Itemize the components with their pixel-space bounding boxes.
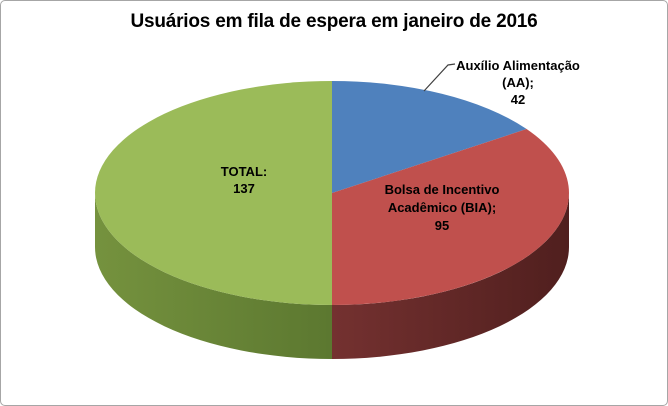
pie-slice-bia-side[interactable] [332,193,569,359]
data-label-line: (AA); [502,75,534,90]
data-label-line: Acadêmico (BIA); [387,200,497,215]
data-label-line: Auxílio Alimentação [456,58,580,73]
pie-slice-total-side[interactable] [95,193,332,359]
pie-slice-aa[interactable] [332,81,527,193]
pie-slice-bia[interactable] [332,129,570,305]
data-label-aa: Auxílio Alimentação (AA); 42 [403,57,633,108]
leader-line-aa [423,63,456,92]
data-label-total: TOTAL: 137 [184,163,304,197]
data-label-bia: Bolsa de Incentivo Acadêmico (BIA); 95 [342,181,542,235]
data-label-line: 42 [510,92,526,107]
data-label-line: 137 [233,181,255,196]
chart-title: Usuários em fila de espera em janeiro de… [130,11,538,32]
data-label-line: TOTAL: [220,164,268,179]
data-label-line: Bolsa de Incentivo [384,182,500,197]
pie-slice-total[interactable] [95,81,332,305]
data-label-line: 95 [434,218,450,233]
